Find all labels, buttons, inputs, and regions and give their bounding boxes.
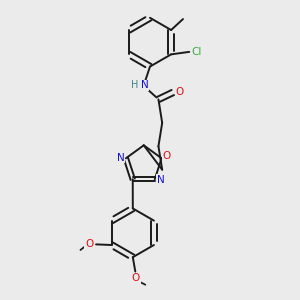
Text: N: N — [157, 175, 164, 185]
Text: O: O — [163, 152, 171, 161]
Text: H: H — [131, 80, 138, 90]
Text: N: N — [117, 153, 125, 163]
Text: N: N — [140, 80, 148, 90]
Text: O: O — [176, 88, 184, 98]
Text: O: O — [132, 273, 140, 284]
Text: Cl: Cl — [191, 47, 202, 57]
Text: O: O — [85, 239, 93, 249]
